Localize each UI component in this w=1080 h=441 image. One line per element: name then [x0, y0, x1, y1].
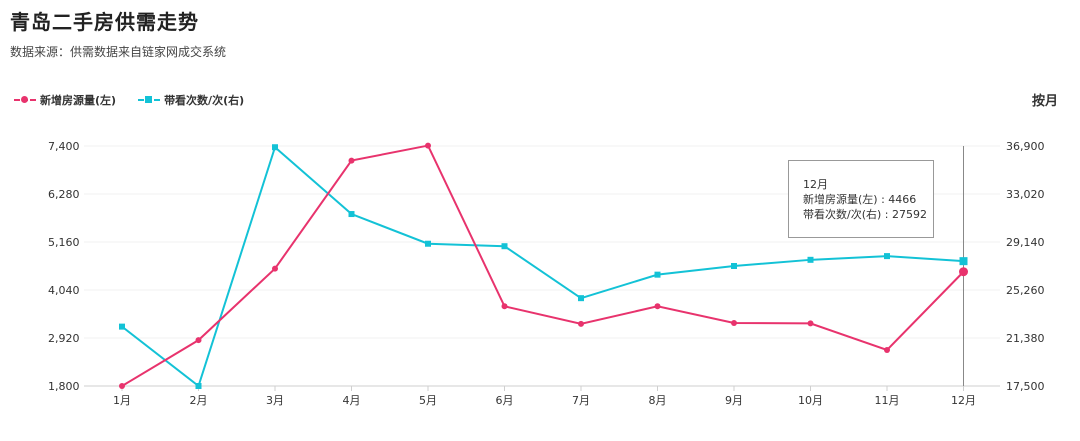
data-point-new-listings — [578, 320, 584, 327]
y-left-tick-label: 5,160 — [48, 236, 80, 249]
data-point-visits — [731, 263, 737, 269]
x-tick-label: 4月 — [343, 394, 361, 407]
data-point-visits — [348, 211, 355, 218]
data-point-new-listings — [959, 267, 968, 277]
data-point-new-listings — [272, 265, 278, 272]
data-point-visits — [272, 144, 278, 151]
legend: 新增房源量(左) 带看次数/次(右) — [14, 92, 266, 108]
data-point-new-listings — [654, 303, 661, 310]
tooltip-header: 12月 — [803, 178, 828, 191]
x-tick-label: 1月 — [113, 394, 131, 407]
tooltip-row-series1: 新增房源量(左) : 4466 — [803, 193, 917, 206]
y-right-tick-label: 17,500 — [1006, 380, 1045, 393]
series-line-new-listings — [121, 144, 965, 387]
y-left-tick-label: 6,280 — [48, 188, 80, 201]
data-point-visits — [654, 271, 661, 278]
x-tick-label: 5月 — [419, 394, 437, 407]
data-point-visits — [807, 256, 814, 263]
data-point-new-listings — [807, 320, 814, 327]
x-tick-label: 12月 — [951, 394, 976, 407]
legend-item-series1[interactable]: 新增房源量(左) — [14, 92, 116, 108]
x-tick-label: 3月 — [266, 394, 284, 407]
chart-title: 青岛二手房供需走势 — [10, 10, 199, 34]
y-left-tick-label: 2,920 — [48, 332, 80, 345]
x-tick-label: 6月 — [496, 394, 514, 407]
y-left-tick-label: 4,040 — [48, 284, 80, 297]
data-point-visits — [578, 295, 584, 302]
data-point-new-listings — [884, 347, 890, 353]
data-point-new-listings — [731, 320, 737, 326]
data-point-new-listings — [348, 157, 355, 164]
data-point-new-listings — [425, 142, 431, 149]
data-point-visits — [425, 240, 431, 247]
x-tick-label: 9月 — [725, 394, 743, 407]
y-left-tick-label: 1,800 — [48, 380, 80, 393]
legend-label-series1: 新增房源量(左) — [40, 94, 117, 107]
period-selector[interactable]: 按月 — [1031, 94, 1058, 109]
chart-subtitle: 数据来源：供需数据来自链家网成交系统 — [10, 45, 227, 59]
data-point-visits — [119, 323, 125, 330]
series-line-visits — [121, 145, 964, 388]
data-point-new-listings — [119, 383, 125, 389]
legend-item-series2[interactable]: 带看次数/次(右) — [138, 92, 244, 108]
x-tick-label: 7月 — [572, 394, 590, 407]
legend-label-series2: 带看次数/次(右) — [164, 94, 245, 107]
data-point-visits — [195, 383, 202, 389]
y-left-tick-label: 7,400 — [48, 140, 80, 153]
data-point-visits — [501, 243, 508, 250]
y-right-tick-label: 29,140 — [1006, 236, 1045, 249]
circle-marker-icon — [14, 94, 36, 106]
data-point-visits — [884, 253, 890, 260]
y-right-tick-label: 36,900 — [1006, 140, 1045, 153]
data-point-new-listings — [195, 337, 202, 344]
x-tick-label: 8月 — [649, 394, 667, 407]
square-marker-icon — [138, 94, 161, 106]
x-tick-label: 11月 — [875, 394, 900, 407]
y-right-tick-label: 33,020 — [1006, 188, 1045, 201]
y-right-tick-label: 25,260 — [1006, 284, 1045, 297]
x-tick-label: 10月 — [798, 394, 823, 407]
x-tick-label: 2月 — [190, 394, 208, 407]
tooltip-row-series2: 带看次数/次(右) : 27592 — [803, 208, 927, 221]
chart-tooltip: 12月 新增房源量(左) : 4466 带看次数/次(右) : 27592 — [788, 160, 934, 238]
data-point-new-listings — [501, 303, 508, 310]
data-point-visits — [959, 257, 968, 266]
y-right-tick-label: 21,380 — [1006, 332, 1045, 345]
